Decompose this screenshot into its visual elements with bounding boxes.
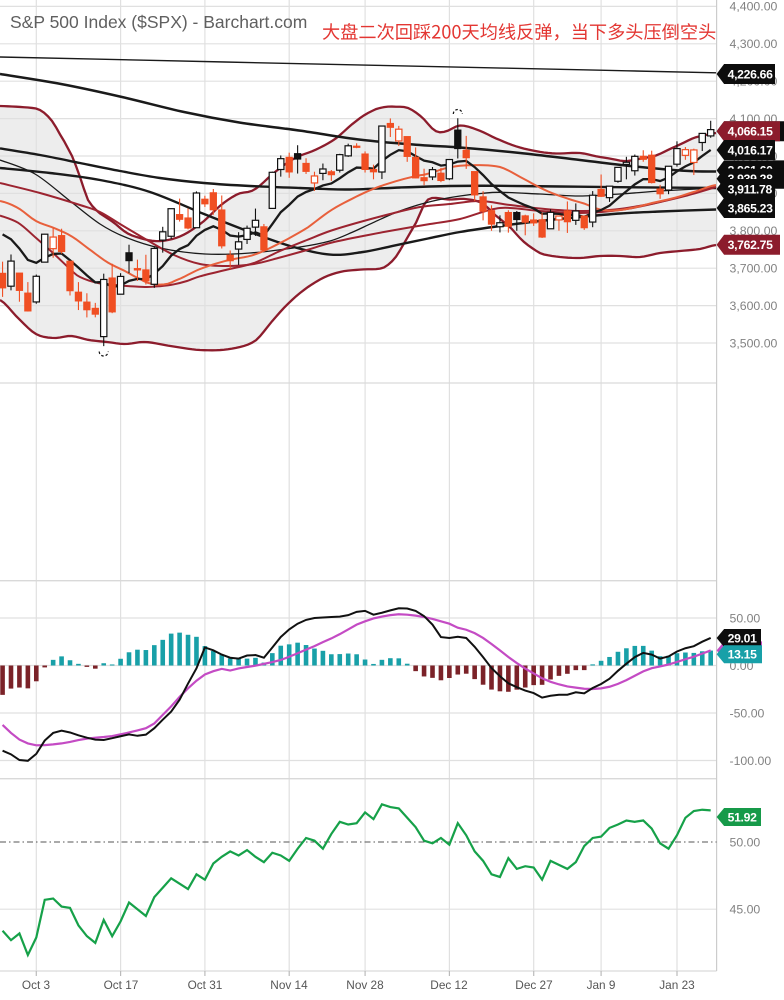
svg-text:4,016.17: 4,016.17 [728, 143, 774, 157]
svg-text:3,800.00: 3,800.00 [730, 224, 778, 238]
svg-text:Jan 23: Jan 23 [659, 978, 695, 992]
svg-text:Dec 27: Dec 27 [515, 978, 552, 992]
svg-text:29.01: 29.01 [728, 631, 758, 645]
svg-text:3,500.00: 3,500.00 [730, 336, 778, 350]
svg-text:3,700.00: 3,700.00 [730, 262, 778, 276]
svg-text:50.00: 50.00 [730, 835, 761, 849]
svg-text:Nov 14: Nov 14 [270, 978, 308, 992]
svg-text:Dec 12: Dec 12 [430, 978, 467, 992]
svg-text:Oct 3: Oct 3 [22, 978, 51, 992]
svg-text:3,762.75: 3,762.75 [728, 238, 774, 252]
svg-text:S&P 500 Index ($SPX) - Barchar: S&P 500 Index ($SPX) - Barchart.com [10, 12, 307, 32]
svg-text:4,400.00: 4,400.00 [730, 0, 778, 14]
svg-text:Jan 9: Jan 9 [587, 978, 616, 992]
svg-text:4,066.15: 4,066.15 [728, 125, 774, 139]
svg-text:45.00: 45.00 [730, 903, 761, 917]
svg-text:Oct 31: Oct 31 [188, 978, 223, 992]
svg-text:51.92: 51.92 [728, 810, 758, 824]
svg-text:50.00: 50.00 [730, 611, 761, 625]
svg-text:-50.00: -50.00 [730, 706, 765, 720]
svg-text:Oct 17: Oct 17 [104, 978, 139, 992]
svg-text:4,300.00: 4,300.00 [730, 37, 778, 51]
svg-text:3,911.78: 3,911.78 [728, 182, 773, 196]
svg-text:3,600.00: 3,600.00 [730, 299, 778, 313]
svg-text:-100.00: -100.00 [730, 754, 772, 768]
svg-text:3,865.23: 3,865.23 [728, 201, 774, 215]
svg-text:Nov 28: Nov 28 [346, 978, 384, 992]
svg-text:4,226.66: 4,226.66 [728, 67, 774, 81]
svg-text:13.15: 13.15 [728, 648, 758, 662]
